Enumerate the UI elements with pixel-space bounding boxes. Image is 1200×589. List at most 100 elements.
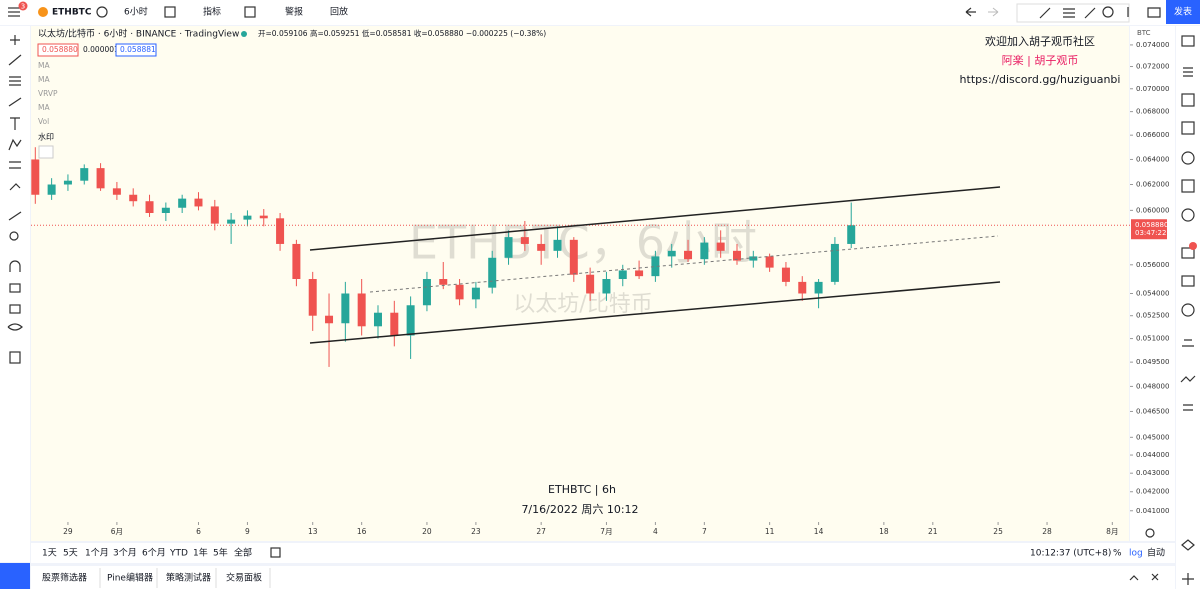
tab[interactable]: 股票筛选器: [42, 572, 87, 584]
candle-body: [618, 270, 627, 280]
templates[interactable]: [244, 6, 256, 18]
candle-body: [602, 279, 611, 294]
tab[interactable]: Pine编辑器: [107, 572, 153, 584]
candle-body: [586, 274, 595, 294]
left-tools[interactable]: [7, 35, 23, 364]
indicator[interactable]: 水印: [38, 132, 54, 142]
y-tick-label: 0.052500: [1136, 312, 1169, 320]
percent-toggle[interactable]: %: [1113, 549, 1122, 559]
alert-button[interactable]: 警报: [285, 6, 303, 18]
author-text: 阿楽 | 胡子观币: [1002, 53, 1079, 67]
candle-body: [651, 256, 660, 277]
candle-body: [129, 194, 138, 202]
ask-box[interactable]: [115, 43, 157, 57]
channel-lower[interactable]: [309, 281, 1001, 344]
indicator[interactable]: MA: [38, 61, 50, 70]
publish-bg[interactable]: [1166, 0, 1200, 24]
undo[interactable]: [965, 7, 976, 17]
goto-date[interactable]: [270, 547, 281, 558]
log-toggle[interactable]: log: [1129, 549, 1143, 559]
drawing-tools[interactable]: [1039, 7, 1161, 19]
tab[interactable]: 交易面板: [226, 572, 262, 584]
community-text: 欢迎加入胡子观币社区: [985, 34, 1095, 48]
x-tick-label: 29: [63, 527, 73, 536]
x-tick-label: 6月: [111, 527, 123, 536]
x-tick-label: 7月: [600, 527, 612, 536]
period[interactable]: 5年: [213, 547, 228, 559]
clock: 10:12:37 (UTC+8): [1030, 549, 1111, 559]
interval[interactable]: 6小时: [124, 6, 148, 18]
settings[interactable]: [1102, 6, 1114, 18]
period[interactable]: 1个月: [85, 548, 109, 559]
chart-style[interactable]: [164, 6, 176, 18]
bid-box[interactable]: [37, 43, 79, 57]
candle-body: [553, 239, 562, 251]
period[interactable]: 1天: [42, 549, 57, 559]
auto-toggle[interactable]: 自动: [1147, 547, 1165, 559]
y-tick-label: 0.066000: [1136, 131, 1169, 139]
menu-badge-dot: [18, 1, 28, 11]
candle-body: [357, 293, 366, 327]
spread: 0.000001: [83, 45, 119, 54]
period[interactable]: 3个月: [113, 548, 137, 559]
top-toolbar: [0, 0, 1200, 25]
candle-body: [259, 215, 268, 219]
y-tick-label: 0.064000: [1136, 155, 1169, 163]
redo[interactable]: [988, 7, 999, 17]
indicator[interactable]: Vol: [38, 117, 49, 126]
right-tools[interactable]: [1180, 35, 1196, 585]
publish-button[interactable]: 发表: [1174, 6, 1192, 18]
y-tick-label: 0.056000: [1136, 261, 1169, 269]
candle-body: [798, 281, 807, 294]
channel-upper[interactable]: [309, 186, 1001, 251]
candle-body: [325, 315, 334, 324]
info-symbol: ETHBTC | 6h: [548, 483, 616, 496]
y-tick-label: 0.045000: [1136, 433, 1169, 441]
price-axis-unit: BTC: [1137, 29, 1151, 37]
y-tick-label: 0.043000: [1136, 469, 1169, 477]
indicators-button[interactable]: 指标: [203, 6, 221, 18]
left-bottom-button[interactable]: [0, 563, 30, 589]
candle-body: [161, 207, 170, 214]
x-tick-label: 28: [1042, 527, 1052, 536]
bid-price: 0.058880: [42, 45, 78, 54]
legend-title: 以太坊/比特币 · 6小时 · BINANCE · TradingView: [38, 28, 239, 40]
candle-body: [31, 159, 40, 195]
candle-body: [96, 168, 105, 189]
symbol[interactable]: ETHBTC: [52, 8, 92, 18]
info-time: 7/16/2022 周六 10:12: [521, 503, 638, 516]
add-symbol[interactable]: [96, 6, 108, 18]
candle-body: [145, 201, 154, 214]
x-tick-label: 13: [308, 527, 318, 536]
x-tick-label: 8月: [1106, 527, 1118, 536]
indicator[interactable]: VRVP: [38, 89, 58, 98]
period[interactable]: 1年: [193, 547, 208, 559]
replay-button[interactable]: 回放: [330, 6, 348, 18]
indicator[interactable]: MA: [38, 103, 50, 112]
candle-body: [684, 250, 693, 260]
candle-body: [537, 243, 546, 251]
period[interactable]: 6个月: [142, 548, 166, 559]
y-tick-label: 0.051000: [1136, 335, 1169, 343]
candle-body: [112, 188, 121, 195]
period[interactable]: 全部: [234, 547, 252, 559]
candle-body: [422, 279, 431, 306]
plot: BTC 0.074000 0.072000 0.070000 0.068000 0.066…: [31, 29, 1169, 536]
menu-badge: 3: [21, 3, 25, 11]
candle-body: [194, 198, 203, 207]
y-tick-label: 0.072000: [1136, 63, 1169, 71]
x-tick-label: 9: [245, 527, 250, 536]
period[interactable]: YTD: [169, 549, 188, 559]
panel-controls[interactable]: [1129, 573, 1159, 581]
period[interactable]: 5天: [63, 549, 78, 559]
indicator[interactable]: MA: [38, 75, 50, 84]
y-tick-label: 0.049500: [1136, 358, 1169, 366]
chart-pane: [31, 26, 1129, 541]
axis-settings[interactable]: [1145, 528, 1155, 538]
menu-button[interactable]: [8, 7, 20, 17]
candle-body: [471, 287, 480, 300]
candle-body: [227, 219, 236, 224]
tab[interactable]: 策略测试器: [166, 572, 211, 584]
collapse-legend[interactable]: [38, 145, 54, 159]
candle-body: [390, 312, 399, 336]
